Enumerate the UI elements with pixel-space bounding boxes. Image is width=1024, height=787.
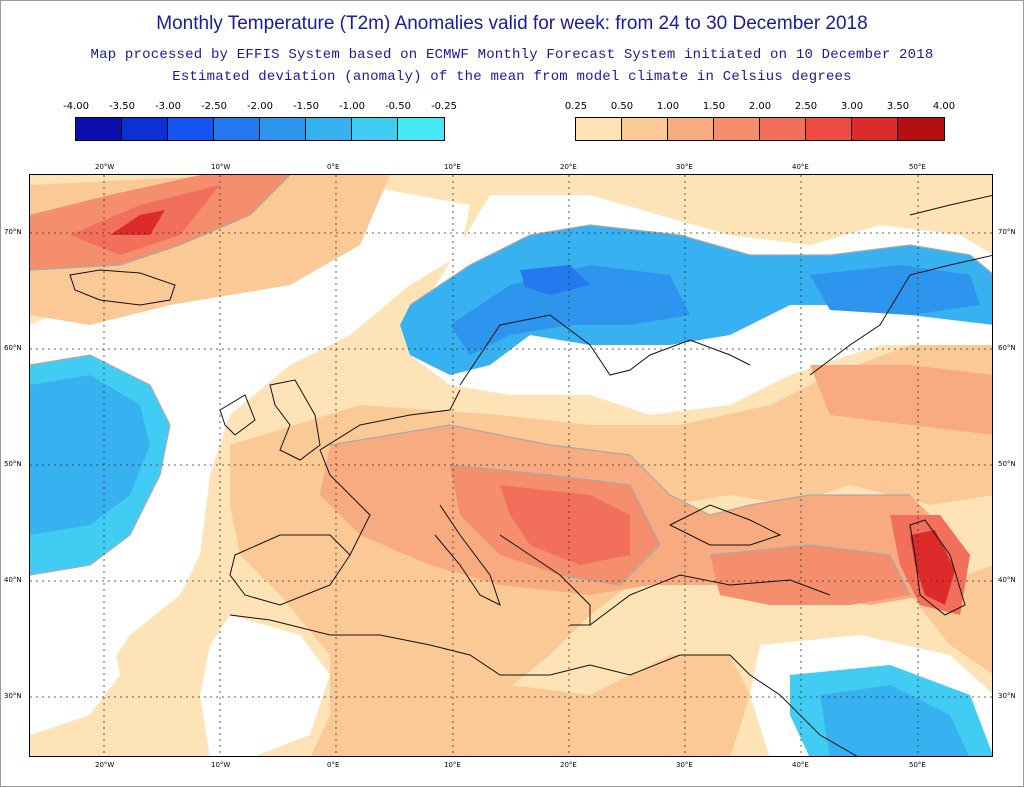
legend-positive-swatch <box>622 118 668 140</box>
legend-positive-swatch <box>576 118 622 140</box>
longitude-label-bottom: 30°E <box>676 761 693 769</box>
latitude-label-left: 50°N <box>4 460 22 468</box>
legend-negative-swatch <box>260 118 306 140</box>
map-description: Estimated deviation (anomaly) of the mea… <box>172 69 852 85</box>
longitude-label-top: 10°E <box>444 163 461 171</box>
legend-positive-swatch <box>806 118 852 140</box>
legend-positive-label: 3.00 <box>840 101 864 112</box>
longitude-label-bottom: 20°E <box>560 761 577 769</box>
latitude-label-right: 30°N <box>998 692 1016 700</box>
cold-zone-atlantic-inner <box>30 375 150 535</box>
latitude-label-right: 70°N <box>998 228 1016 236</box>
longitude-label-top: 20°W <box>95 163 115 171</box>
latitude-label-left: 70°N <box>4 228 22 236</box>
iberia-coast <box>229 534 351 606</box>
cold-core-norway <box>520 265 590 295</box>
longitude-label-bottom: 50°E <box>909 761 926 769</box>
latitude-label-left: 60°N <box>4 344 22 352</box>
legend-negative-colorbar <box>75 117 445 141</box>
warm-zone-russia <box>810 365 992 435</box>
legend-positive-label: 2.00 <box>748 101 772 112</box>
legend-positive-swatch <box>714 118 760 140</box>
longitude-label-bottom: 0°E <box>327 761 340 769</box>
legend-negative-label: -3.00 <box>155 101 181 112</box>
longitude-label-top: 10°W <box>211 163 231 171</box>
legend-positive-swatch <box>760 118 806 140</box>
legend-negative-swatch <box>214 118 260 140</box>
legend-positive-swatch <box>668 118 714 140</box>
longitude-label-top: 20°E <box>560 163 577 171</box>
cold-zone-scandinavia <box>400 225 992 375</box>
legend-negative-swatch <box>306 118 352 140</box>
legend-positive-label: 2.50 <box>794 101 818 112</box>
map-title: Monthly Temperature (T2m) Anomalies vali… <box>156 13 868 34</box>
britain-coast <box>269 379 321 461</box>
legend-negative-label: -0.25 <box>431 101 457 112</box>
anomaly-contours <box>30 175 992 596</box>
legend-negative-label: -2.00 <box>247 101 273 112</box>
legend-positive-swatch <box>852 118 898 140</box>
legend-negative-label: -1.50 <box>293 101 319 112</box>
cold-core-arabia <box>820 685 970 756</box>
latitude-label-left: 30°N <box>4 692 22 700</box>
legend-positive-colorbar <box>575 117 945 141</box>
legend-negative-swatch <box>168 118 214 140</box>
legend-positive-label: 3.50 <box>886 101 910 112</box>
graticule <box>30 175 992 756</box>
longitude-label-top: 30°E <box>676 163 693 171</box>
legend-negative-label: -0.50 <box>385 101 411 112</box>
legend-negative-label: -2.50 <box>201 101 227 112</box>
longitude-label-bottom: 10°W <box>211 761 231 769</box>
ireland-coast <box>219 394 256 436</box>
longitude-label-top: 40°E <box>792 163 809 171</box>
warm-zone-north-africa <box>310 655 750 756</box>
anomaly-map <box>29 174 993 757</box>
latitude-label-right: 40°N <box>998 576 1016 584</box>
legend-positive-swatch <box>898 118 944 140</box>
longitude-label-bottom: 40°E <box>792 761 809 769</box>
longitude-label-bottom: 10°E <box>444 761 461 769</box>
coastlines <box>69 194 992 756</box>
neutral-zone-morocco <box>200 615 330 756</box>
legend-positive-label: 4.00 <box>932 101 956 112</box>
warm-core-caspian <box>910 530 955 605</box>
map-canvas <box>30 175 992 756</box>
latitude-label-right: 50°N <box>998 460 1016 468</box>
cold-zone-russia-north <box>810 265 980 315</box>
warm-core-greenland-sea <box>110 210 165 235</box>
legend-positive-label: 0.50 <box>610 101 634 112</box>
cold-zone-sweden <box>450 265 690 355</box>
legend-negative-label: -1.00 <box>339 101 365 112</box>
legend-negative-swatch <box>398 118 444 140</box>
legend-positive-label: 0.25 <box>564 101 588 112</box>
iceland-coast <box>69 269 176 306</box>
longitude-label-top: 0°E <box>327 163 340 171</box>
warm-core-hungary <box>500 485 630 565</box>
longitude-label-top: 50°E <box>909 163 926 171</box>
neutral-zone-southwest <box>30 615 120 735</box>
black-sea-coast <box>668 504 782 546</box>
caspian-coast <box>909 519 966 616</box>
map-subtitle: Map processed by EFFIS System based on E… <box>90 47 934 63</box>
legend-positive-label: 1.50 <box>702 101 726 112</box>
latitude-label-right: 60°N <box>998 344 1016 352</box>
legend-negative-label: -3.50 <box>109 101 135 112</box>
legend-negative-swatch <box>76 118 122 140</box>
warm-zone-turkey <box>710 545 910 605</box>
latitude-label-left: 40°N <box>4 576 22 584</box>
longitude-label-bottom: 20°W <box>95 761 115 769</box>
legend-negative-label: -4.00 <box>63 101 89 112</box>
legend-positive-label: 1.00 <box>656 101 680 112</box>
legend-negative-swatch <box>122 118 168 140</box>
legend-negative-swatch <box>352 118 398 140</box>
